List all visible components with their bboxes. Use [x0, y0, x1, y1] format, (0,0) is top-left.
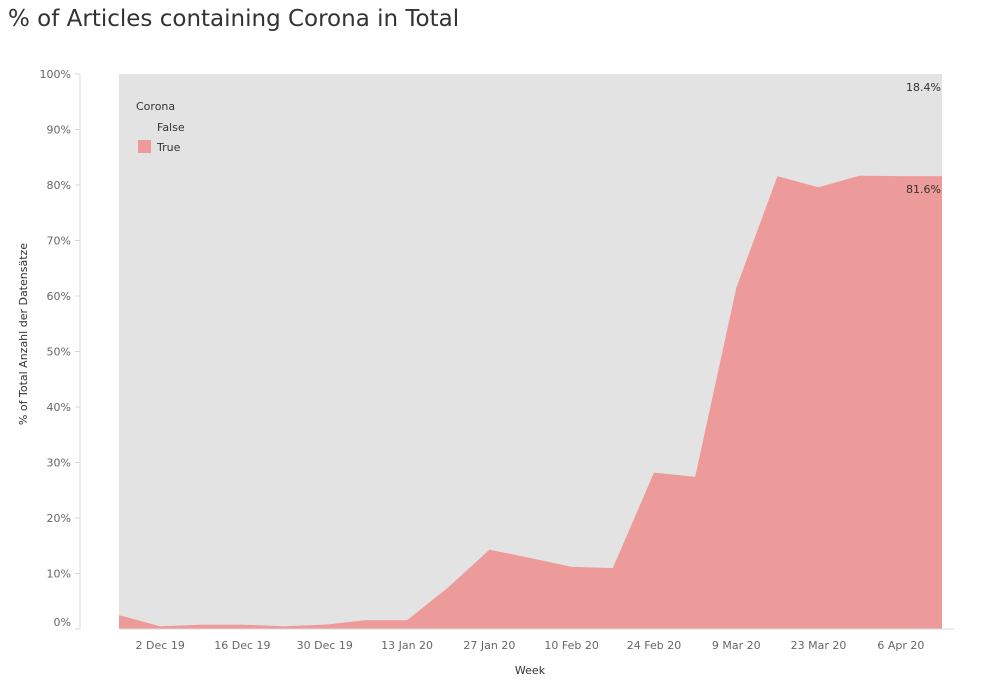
- legend-swatch-true[interactable]: [138, 140, 151, 153]
- y-tick-label: 50%: [47, 346, 71, 359]
- x-tick-label: 13 Jan 20: [381, 639, 433, 652]
- legend: Corona False True: [136, 100, 185, 154]
- y-tick-label: 10%: [47, 568, 71, 581]
- x-tick-label: 16 Dec 19: [214, 639, 270, 652]
- legend-title: Corona: [136, 100, 175, 113]
- area-true[interactable]: [119, 175, 942, 629]
- x-tick-label: 2 Dec 19: [136, 639, 185, 652]
- legend-label-false[interactable]: False: [157, 121, 185, 134]
- x-tick-label: 10 Feb 20: [544, 639, 598, 652]
- y-tick-label: 80%: [47, 179, 71, 192]
- chart-title: % of Articles containing Corona in Total: [8, 6, 460, 32]
- x-tick-label: 9 Mar 20: [712, 639, 761, 652]
- y-tick-label: 0%: [54, 616, 71, 629]
- y-tick-label: 40%: [47, 401, 71, 414]
- y-tick-label: 60%: [47, 290, 71, 303]
- end-label-true: 81.6%: [906, 183, 941, 196]
- x-tick-label: 6 Apr 20: [877, 639, 924, 652]
- y-axis: 0% 10% 20% 30% 40% 50% 60% 70% 80% 90% 100%: [40, 68, 81, 630]
- y-tick-label: 70%: [47, 235, 71, 248]
- x-tick-label: 27 Jan 20: [463, 639, 515, 652]
- x-tick-label: 30 Dec 19: [297, 639, 353, 652]
- x-tick-label: 23 Mar 20: [791, 639, 847, 652]
- y-tick-label: 100%: [40, 68, 71, 81]
- plot-area: [119, 74, 942, 629]
- legend-label-true[interactable]: True: [156, 141, 181, 154]
- area-false[interactable]: [119, 74, 942, 627]
- y-tick-label: 90%: [47, 124, 71, 137]
- end-label-false: 18.4%: [906, 81, 941, 94]
- legend-swatch-false[interactable]: [138, 120, 151, 133]
- y-axis-title: % of Total Anzahl der Datensätze: [17, 243, 30, 425]
- x-tick-label: 24 Feb 20: [627, 639, 681, 652]
- x-axis: 2 Dec 19 16 Dec 19 30 Dec 19 13 Jan 20 27 Ja…: [119, 628, 954, 652]
- y-tick-label: 20%: [47, 512, 71, 525]
- y-tick-label: 30%: [47, 457, 71, 470]
- x-axis-title: Week: [515, 664, 546, 677]
